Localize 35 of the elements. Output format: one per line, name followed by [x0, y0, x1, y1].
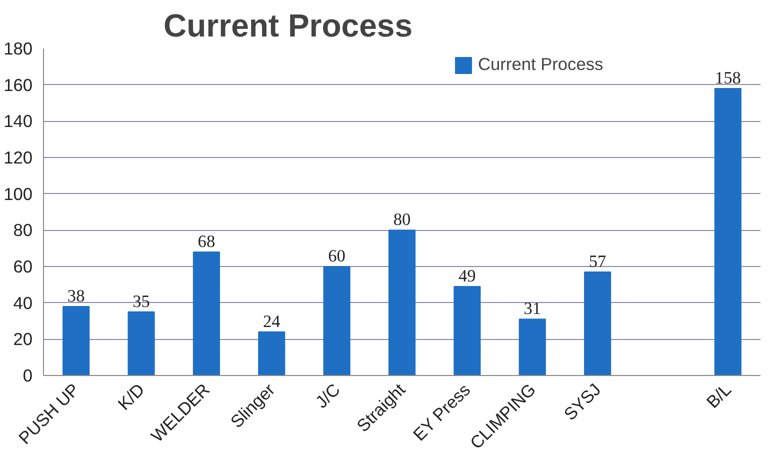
x-tick-label: J/C	[311, 379, 344, 412]
bar	[128, 311, 155, 376]
bar	[258, 331, 286, 376]
bar	[714, 88, 742, 376]
data-label: 57	[588, 252, 607, 271]
y-tick-label: 120	[4, 148, 33, 168]
y-tick-label: 180	[4, 38, 33, 58]
bar	[192, 251, 220, 376]
y-tick-label: 140	[4, 111, 33, 132]
data-label: 80	[393, 210, 411, 230]
bar	[454, 286, 481, 376]
y-tick-label: 0	[22, 366, 33, 386]
bar	[62, 306, 90, 376]
y-tick-label: 40	[13, 292, 33, 313]
bar	[584, 271, 612, 376]
y-tick-label: 160	[4, 74, 33, 95]
data-label: 68	[198, 232, 216, 251]
data-label: 35	[132, 292, 150, 311]
data-label: 24	[262, 312, 281, 331]
y-tick-label: 100	[4, 184, 33, 204]
data-label: 31	[524, 299, 542, 318]
bar	[518, 318, 546, 376]
bar	[323, 266, 350, 376]
legend-label: Current Process	[478, 54, 604, 75]
data-label: 49	[458, 266, 476, 286]
y-tick-label: 80	[13, 220, 33, 240]
x-tick-label: K/D	[114, 379, 148, 414]
data-label: 158	[714, 68, 741, 88]
y-tick-label: 20	[13, 329, 33, 350]
bar	[388, 230, 416, 376]
data-label: 38	[67, 286, 85, 306]
chart-title: Current Process	[164, 8, 412, 44]
data-label: 60	[328, 246, 346, 266]
y-tick-label: 60	[13, 256, 33, 276]
x-tick-label: B/L	[702, 379, 736, 412]
